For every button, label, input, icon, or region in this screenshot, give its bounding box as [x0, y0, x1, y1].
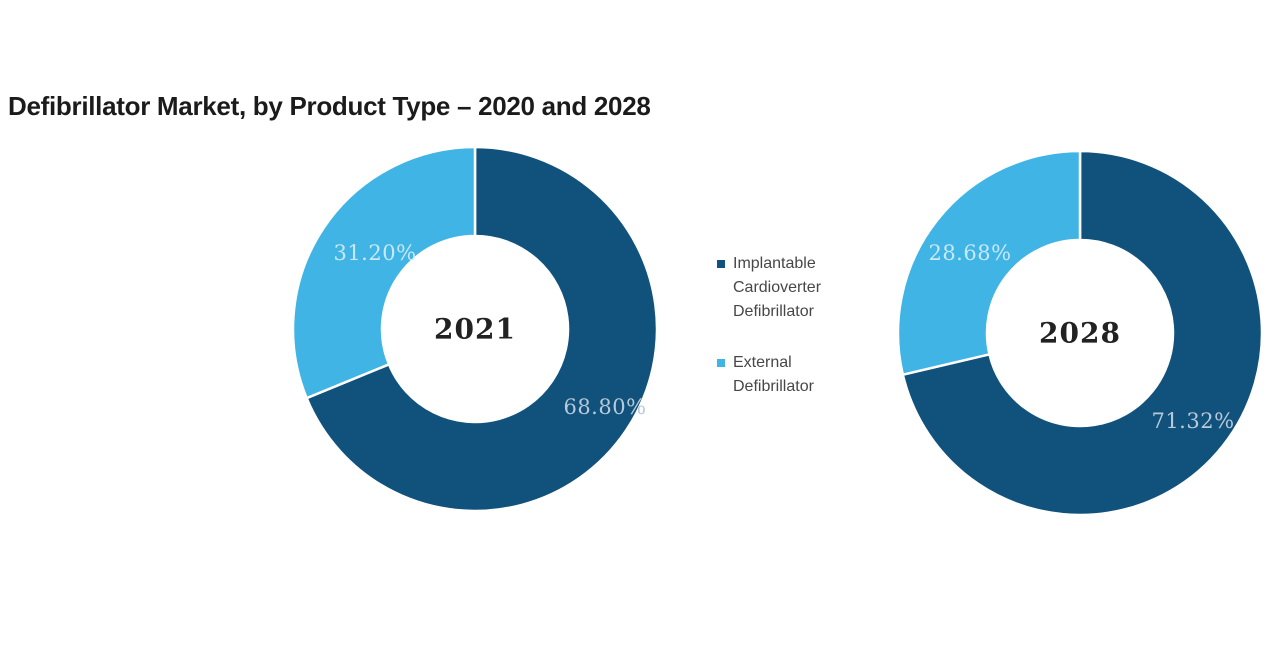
pct-label-external-2021: 31.20%	[333, 241, 417, 265]
slice-implantable-cardioverter-defibrillator	[901, 149, 1264, 517]
legend-item-external-defibrillator: External Defibrillator	[717, 351, 857, 399]
chart-title: Defibrillator Market, by Product Type – …	[8, 91, 651, 121]
legend: Implantable Cardioverter Defibrillator E…	[717, 252, 857, 426]
legend-swatch-implantable-icon	[717, 260, 725, 268]
slice-external-defibrillator	[896, 149, 1082, 376]
legend-label-implantable: Implantable Cardioverter Defibrillator	[733, 255, 822, 320]
pct-label-external-2028: 28.68%	[928, 241, 1012, 265]
slice-external-defibrillator	[291, 145, 477, 400]
pct-label-implantable-2028: 71.32%	[1151, 409, 1235, 433]
legend-item-implantable-cardioverter-defibrillator: Implantable Cardioverter Defibrillator	[717, 252, 857, 324]
donut-2021-svg	[291, 145, 659, 513]
donut-chart-2021: 31.20% 68.80% 2021	[291, 145, 659, 513]
legend-swatch-external-icon	[717, 359, 725, 367]
donut-center-year-2028: 2028	[1039, 316, 1121, 350]
donut-chart-2028: 28.68% 71.32% 2028	[896, 149, 1264, 517]
slice-implantable-cardioverter-defibrillator	[305, 145, 659, 513]
donut-2028-svg	[896, 149, 1264, 517]
legend-label-external: External Defibrillator	[733, 354, 814, 395]
donut-center-year-2021: 2021	[434, 312, 516, 346]
pct-label-implantable-2021: 68.80%	[563, 395, 647, 419]
